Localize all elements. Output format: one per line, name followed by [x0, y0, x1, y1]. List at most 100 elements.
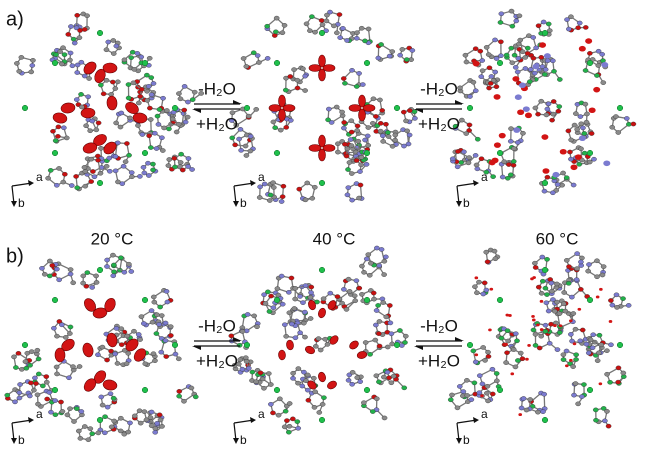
axis-b-label: b	[240, 196, 247, 210]
atom	[63, 335, 68, 339]
atom	[402, 386, 407, 390]
atom	[89, 179, 94, 183]
atom	[344, 38, 349, 42]
atom	[303, 283, 308, 287]
atom	[301, 321, 306, 325]
atom	[127, 421, 132, 425]
atom	[359, 155, 364, 159]
metal-atom	[364, 387, 370, 393]
atom	[366, 27, 371, 31]
atom	[154, 313, 159, 317]
atom	[35, 348, 40, 352]
atom	[335, 150, 340, 154]
atom	[160, 96, 165, 100]
water	[489, 160, 496, 166]
atom	[271, 120, 276, 124]
atom	[554, 282, 559, 286]
atom	[539, 334, 544, 338]
atom	[172, 156, 177, 160]
atom	[268, 193, 273, 197]
atom	[542, 72, 547, 76]
atom	[260, 377, 265, 381]
atom	[265, 24, 270, 28]
atom	[156, 122, 161, 126]
water	[518, 413, 522, 416]
water	[348, 339, 360, 351]
water	[601, 62, 608, 68]
atom	[461, 389, 466, 393]
metal-atom	[587, 60, 593, 66]
atom	[341, 126, 346, 130]
arrowhead	[414, 346, 423, 350]
atom	[379, 247, 384, 251]
atom	[457, 86, 462, 90]
atom	[480, 382, 485, 386]
atom	[536, 285, 541, 289]
atom	[307, 29, 312, 33]
atom	[312, 405, 317, 409]
atom	[317, 410, 322, 414]
atom	[126, 262, 131, 266]
metal-atom	[542, 267, 548, 273]
atom	[54, 365, 59, 369]
atom	[374, 246, 379, 250]
atom	[115, 80, 120, 84]
atom	[255, 53, 260, 57]
atom	[459, 118, 464, 122]
atom	[539, 99, 544, 103]
atom	[114, 326, 119, 330]
atom	[574, 267, 579, 271]
atom	[118, 416, 123, 420]
atom	[480, 69, 485, 73]
atom	[56, 125, 61, 129]
atom	[486, 52, 491, 56]
atom	[33, 381, 38, 385]
atom	[571, 393, 576, 397]
atom	[152, 131, 157, 135]
water	[540, 328, 544, 331]
atom	[32, 376, 37, 380]
atom	[73, 174, 78, 178]
atom	[282, 425, 287, 429]
atom	[122, 270, 127, 274]
atom	[480, 58, 485, 62]
water	[530, 277, 534, 280]
atom	[36, 357, 41, 361]
atom	[275, 287, 280, 291]
atom	[105, 258, 110, 262]
atom	[540, 255, 545, 259]
atom	[546, 309, 551, 313]
atom	[389, 381, 394, 385]
water	[283, 105, 295, 112]
temperature: 20 °C	[91, 229, 134, 248]
atom	[463, 53, 468, 57]
atom	[157, 413, 162, 417]
atom	[230, 136, 235, 140]
atom	[378, 129, 383, 133]
atom	[544, 301, 549, 305]
atom	[102, 415, 107, 419]
atom	[271, 306, 276, 310]
metal-atom	[52, 297, 58, 303]
atom	[267, 198, 272, 202]
atom	[118, 429, 123, 433]
atom	[387, 303, 392, 307]
atom	[47, 390, 52, 394]
atom	[303, 74, 308, 78]
atom	[153, 430, 158, 434]
atom	[555, 348, 560, 352]
atom	[477, 374, 482, 378]
atom	[157, 322, 162, 326]
atom	[477, 391, 482, 395]
water	[309, 65, 321, 72]
atom	[614, 305, 619, 309]
atom	[508, 139, 513, 143]
atom	[303, 88, 308, 92]
atom	[98, 83, 103, 87]
atom	[258, 371, 263, 375]
atom	[165, 300, 170, 304]
atom	[569, 138, 574, 142]
atom	[599, 343, 604, 347]
atom	[352, 294, 357, 298]
arrowhead	[250, 417, 256, 423]
